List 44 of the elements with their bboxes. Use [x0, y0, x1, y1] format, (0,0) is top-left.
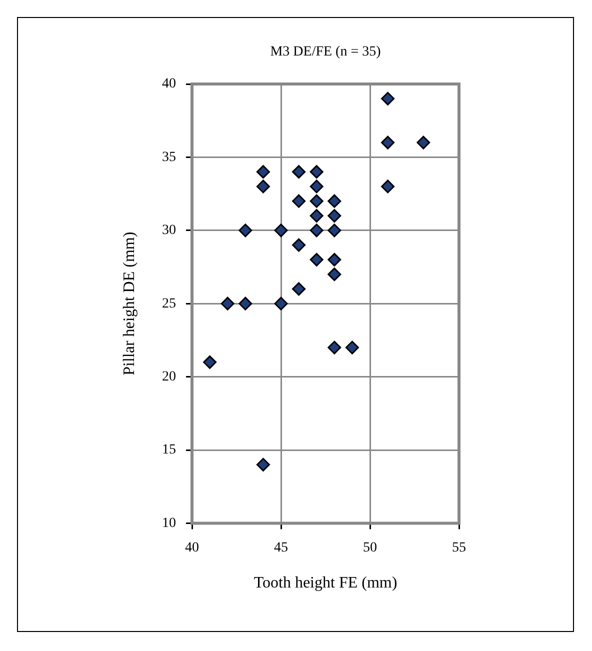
point	[328, 224, 342, 238]
y-tick-label: 20	[162, 369, 176, 384]
point	[345, 340, 359, 354]
point	[292, 165, 306, 179]
chart-title: M3 DE/FE (n = 35)	[270, 44, 382, 60]
y-tick-label: 30	[162, 223, 176, 238]
point	[381, 180, 395, 194]
point	[310, 180, 324, 194]
point	[220, 296, 234, 310]
y-tick-label: 25	[162, 296, 176, 312]
y-tick-label: 10	[162, 516, 176, 531]
point	[328, 194, 342, 208]
point	[203, 355, 217, 369]
x-tick-label: 50	[363, 540, 377, 556]
point	[238, 296, 252, 310]
point	[328, 252, 342, 266]
point	[274, 224, 288, 238]
point	[310, 209, 324, 223]
point	[238, 224, 252, 238]
x-axis-title: Tooth height FE (mm)	[254, 574, 398, 592]
point	[256, 180, 270, 194]
point	[416, 136, 430, 150]
point	[292, 238, 306, 252]
point	[328, 268, 342, 282]
point	[292, 282, 306, 296]
point	[381, 136, 395, 150]
y-tick-label: 15	[162, 442, 176, 458]
point	[381, 92, 395, 106]
point	[328, 340, 342, 354]
point	[256, 165, 270, 179]
point	[310, 194, 324, 208]
point	[310, 252, 324, 266]
y-tick-label: 40	[162, 76, 176, 92]
x-tick-label: 45	[274, 540, 288, 556]
point	[274, 296, 288, 310]
point	[256, 458, 270, 472]
point	[292, 194, 306, 208]
point	[328, 209, 342, 223]
x-tick-label: 55	[452, 540, 466, 556]
y-axis-title: Pillar height DE (mm)	[121, 232, 138, 376]
x-tick-label: 40	[185, 540, 199, 556]
point	[310, 224, 324, 238]
y-tick-label: 35	[162, 150, 176, 165]
point	[310, 165, 324, 179]
